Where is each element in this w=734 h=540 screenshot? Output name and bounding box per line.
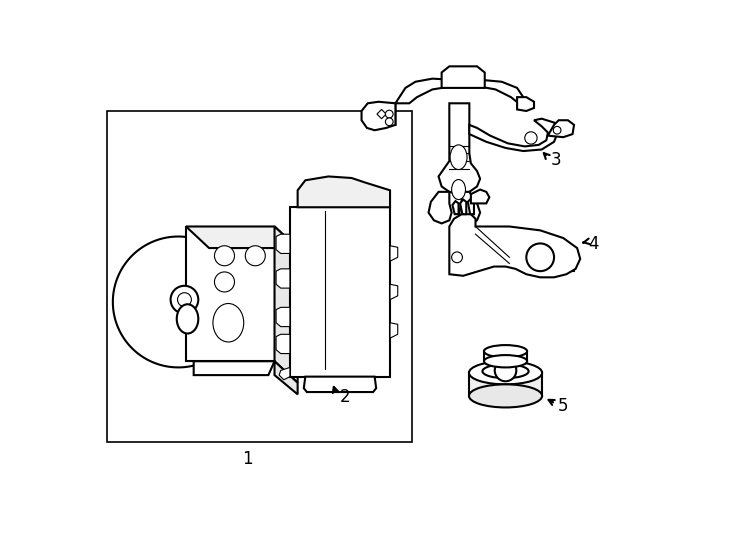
Polygon shape	[276, 334, 290, 354]
Polygon shape	[380, 103, 396, 125]
Polygon shape	[459, 192, 480, 224]
Polygon shape	[548, 120, 574, 137]
Ellipse shape	[482, 364, 528, 378]
Bar	[515, 253, 545, 269]
Polygon shape	[276, 307, 290, 327]
Circle shape	[451, 252, 462, 262]
Circle shape	[385, 110, 393, 118]
Text: 1: 1	[242, 450, 253, 468]
Ellipse shape	[484, 355, 527, 367]
Ellipse shape	[484, 345, 527, 357]
Polygon shape	[469, 373, 542, 396]
Polygon shape	[452, 201, 459, 214]
Circle shape	[526, 244, 554, 271]
Bar	[107, 111, 412, 442]
Circle shape	[214, 272, 234, 292]
Circle shape	[178, 293, 192, 307]
Polygon shape	[469, 119, 559, 151]
Polygon shape	[275, 361, 297, 394]
Polygon shape	[442, 66, 484, 88]
Circle shape	[214, 246, 234, 266]
Polygon shape	[390, 246, 398, 261]
Polygon shape	[517, 97, 534, 111]
Text: 3: 3	[551, 151, 562, 169]
Polygon shape	[377, 110, 386, 119]
Polygon shape	[186, 226, 297, 248]
Polygon shape	[362, 102, 396, 130]
Ellipse shape	[450, 145, 467, 170]
Polygon shape	[275, 226, 297, 383]
Circle shape	[245, 246, 265, 266]
Circle shape	[170, 286, 198, 314]
Polygon shape	[438, 103, 480, 194]
Polygon shape	[390, 323, 398, 338]
Polygon shape	[194, 361, 275, 375]
Polygon shape	[290, 207, 390, 377]
Polygon shape	[471, 190, 490, 204]
Circle shape	[525, 132, 537, 144]
Circle shape	[553, 126, 561, 134]
Polygon shape	[186, 226, 275, 361]
Bar	[446, 71, 480, 83]
Polygon shape	[276, 269, 290, 288]
Ellipse shape	[469, 384, 542, 408]
Polygon shape	[304, 377, 376, 392]
Ellipse shape	[213, 303, 244, 342]
Ellipse shape	[451, 179, 465, 200]
Polygon shape	[396, 79, 523, 103]
Polygon shape	[297, 177, 390, 207]
Polygon shape	[468, 199, 474, 214]
Polygon shape	[449, 214, 580, 278]
Circle shape	[385, 118, 393, 126]
Text: 4: 4	[589, 235, 599, 253]
Polygon shape	[276, 234, 290, 253]
Ellipse shape	[177, 304, 198, 334]
Polygon shape	[429, 192, 451, 224]
Text: 5: 5	[558, 397, 568, 415]
Ellipse shape	[469, 361, 542, 384]
Text: 2: 2	[340, 388, 351, 407]
Polygon shape	[484, 351, 527, 361]
Bar	[557, 260, 574, 271]
Polygon shape	[279, 367, 290, 380]
Circle shape	[495, 360, 516, 381]
Polygon shape	[390, 284, 398, 300]
Polygon shape	[460, 200, 466, 214]
